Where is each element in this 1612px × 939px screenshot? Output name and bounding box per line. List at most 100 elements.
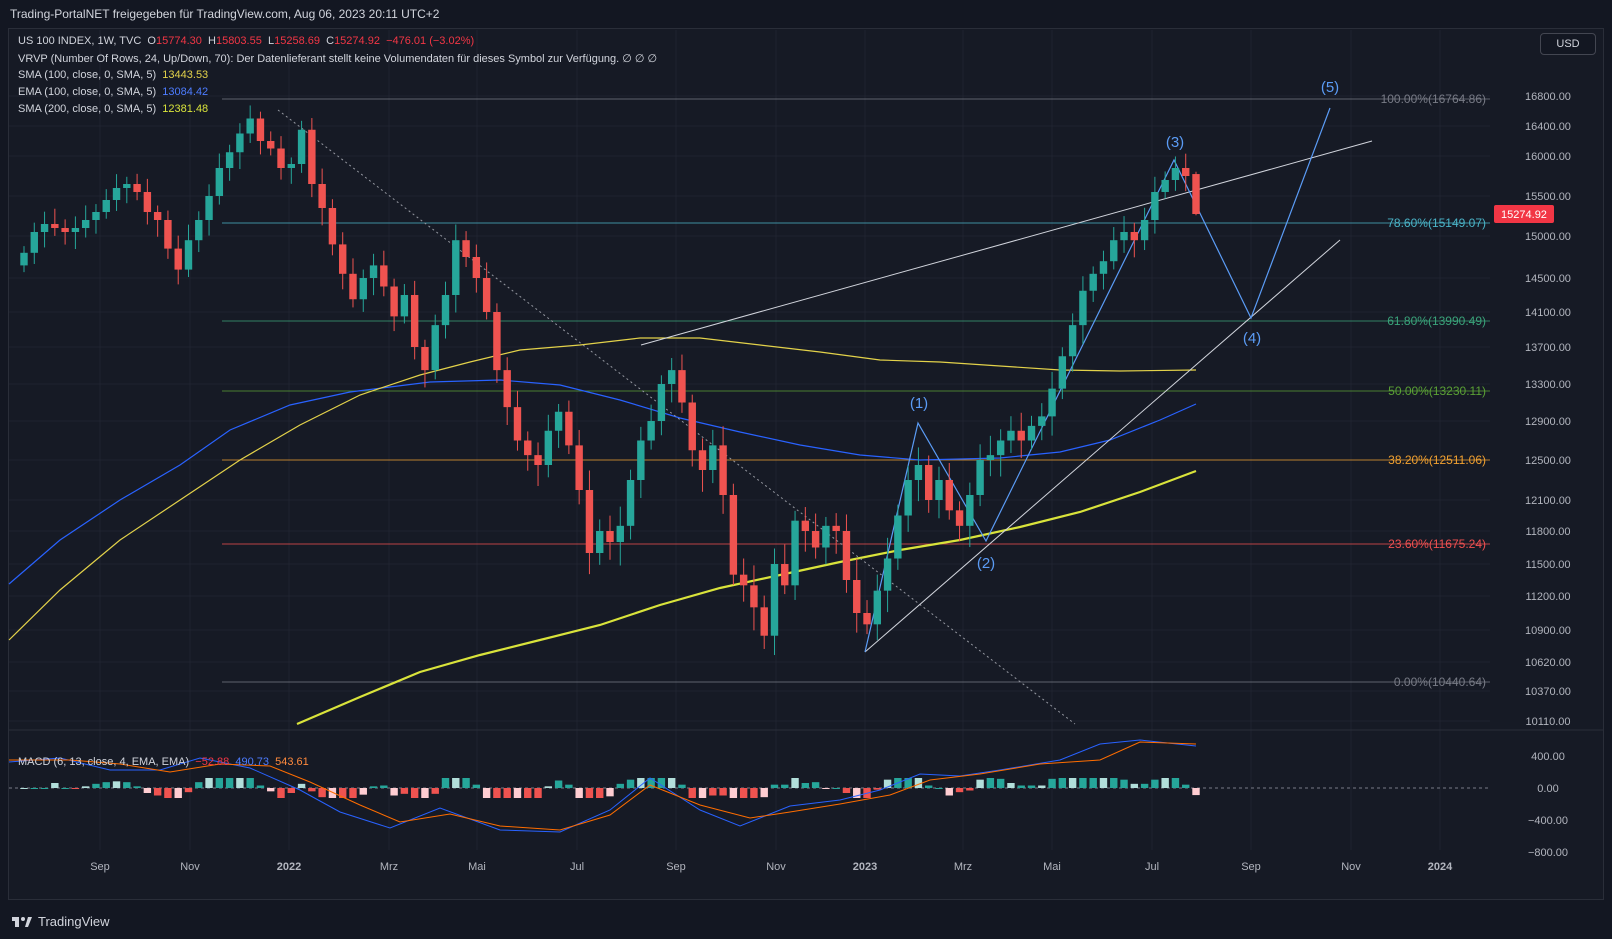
macd-histogram-bar: [678, 784, 686, 788]
macd-histogram-bar: [1120, 779, 1128, 788]
time-tick: 2023: [853, 861, 877, 873]
candle-body: [236, 133, 244, 153]
candle-body: [267, 141, 275, 149]
time-axis: Sep Nov 2022 Mrz Mai Jul Sep Nov 2023 Mrz Mai Jul Se…: [90, 861, 1453, 873]
candlestick-series: [20, 105, 1200, 656]
macd-legend[interactable]: MACD (6, 13, close, 4, EMA, EMA) −52.88 …: [18, 756, 309, 768]
candle-body: [842, 531, 851, 580]
macd-histogram-bar: [92, 783, 100, 788]
macd-histogram-bar: [945, 788, 953, 796]
fib-label: 23.60%(11675.24): [1388, 537, 1486, 551]
candle-body: [1161, 180, 1169, 192]
candle: [1192, 171, 1200, 216]
vrvp-legend[interactable]: VRVP (Number Of Rows, 24, Up/Down, 70): …: [18, 53, 658, 65]
candle-body: [873, 590, 881, 625]
candle: [1089, 266, 1097, 302]
symbol-legend[interactable]: US 100 INDEX, 1W, TVC O15774.30 H15803.5…: [18, 35, 475, 47]
candle: [493, 303, 501, 383]
candle-body: [441, 295, 450, 326]
candle-body: [544, 430, 553, 465]
candle: [1151, 176, 1159, 234]
macd-histogram-bar: [925, 785, 933, 788]
macd-histogram-bar: [1058, 778, 1067, 788]
candle-body: [61, 228, 69, 232]
fib-label: 78.60%(15149.07): [1387, 216, 1486, 230]
chart-pane[interactable]: [8, 28, 1604, 900]
macd-histogram-bar: [174, 788, 182, 798]
sma200-value: 12381.48: [162, 103, 209, 115]
candle-body: [955, 510, 964, 526]
candle: [482, 262, 491, 320]
candle: [750, 565, 758, 631]
wave-label: (4): [1243, 330, 1261, 347]
candle: [184, 224, 193, 277]
grid-lines: [9, 30, 1604, 850]
macd-histogram-bar: [184, 788, 193, 793]
ema100-legend[interactable]: EMA (100, close, 0, SMA, 5) 13084.42: [18, 86, 209, 98]
candle: [544, 414, 553, 478]
candle: [1120, 216, 1128, 253]
macd-histogram-bar: [822, 788, 830, 789]
candle: [667, 358, 676, 403]
candle: [112, 174, 121, 211]
macd-histogram-bar: [1017, 785, 1025, 788]
candle: [770, 548, 779, 656]
candle-body: [133, 184, 141, 192]
candle: [256, 111, 265, 155]
candle-body: [1110, 240, 1118, 262]
sma200-legend[interactable]: SMA (200, close, 0, SMA, 5) 12381.48: [18, 103, 209, 115]
macd-histogram-bar: [1192, 788, 1200, 796]
candle-body: [1171, 168, 1180, 180]
macd-histogram-bar: [30, 788, 38, 789]
macd-histogram-bar: [123, 782, 131, 788]
macd-histogram-bar: [1151, 779, 1159, 788]
macd-line: [8, 739, 1197, 833]
trend-drawings: [277, 107, 1373, 725]
time-tick: Sep: [90, 861, 110, 873]
macd-histogram-bar: [1099, 778, 1108, 788]
candle: [575, 429, 583, 505]
candle-body: [904, 480, 912, 516]
candle-body: [750, 585, 758, 608]
macd-histogram-bar: [349, 788, 357, 798]
candle: [709, 429, 717, 484]
candle-body: [1058, 356, 1067, 389]
candle-body: [966, 495, 974, 526]
candle: [1007, 416, 1015, 453]
candle-body: [811, 531, 820, 548]
macd-histogram-bar: [647, 778, 655, 788]
candle: [554, 403, 563, 448]
candle: [791, 510, 799, 600]
macd-histogram-bar: [955, 788, 964, 793]
candle: [863, 600, 871, 635]
macd-histogram-bar: [308, 788, 316, 792]
time-tick: Jul: [570, 861, 584, 873]
candle: [657, 375, 666, 436]
current-price-tag: [1494, 205, 1554, 224]
price-tick: 16000.00: [1525, 151, 1571, 163]
candle-body: [616, 525, 624, 542]
close-value: 15274.92: [334, 35, 380, 47]
candle-body: [462, 240, 470, 257]
tradingview-logo[interactable]: TradingView: [12, 914, 110, 929]
macd-histogram-bar: [1038, 785, 1046, 788]
candle: [904, 465, 912, 532]
candle-body: [102, 200, 110, 212]
candle-body: [801, 520, 810, 531]
sma100-legend[interactable]: SMA (100, close, 0, SMA, 5) 13443.53: [18, 69, 209, 81]
macd-histogram-bar: [390, 788, 398, 796]
candle: [1140, 207, 1149, 251]
currency-button[interactable]: USD: [1540, 33, 1596, 55]
candle-body: [195, 220, 203, 241]
candle: [1027, 415, 1036, 450]
wave-label: (1): [910, 395, 928, 412]
macd-histogram-bar: [462, 778, 470, 788]
macd-histogram-bar: [698, 788, 707, 798]
candle-body: [1089, 273, 1097, 291]
candle: [1068, 313, 1077, 372]
candle-body: [698, 450, 707, 470]
candle-body: [51, 224, 59, 228]
price-tick: 16800.00: [1525, 91, 1571, 103]
macd-histogram-bar: [585, 788, 594, 798]
